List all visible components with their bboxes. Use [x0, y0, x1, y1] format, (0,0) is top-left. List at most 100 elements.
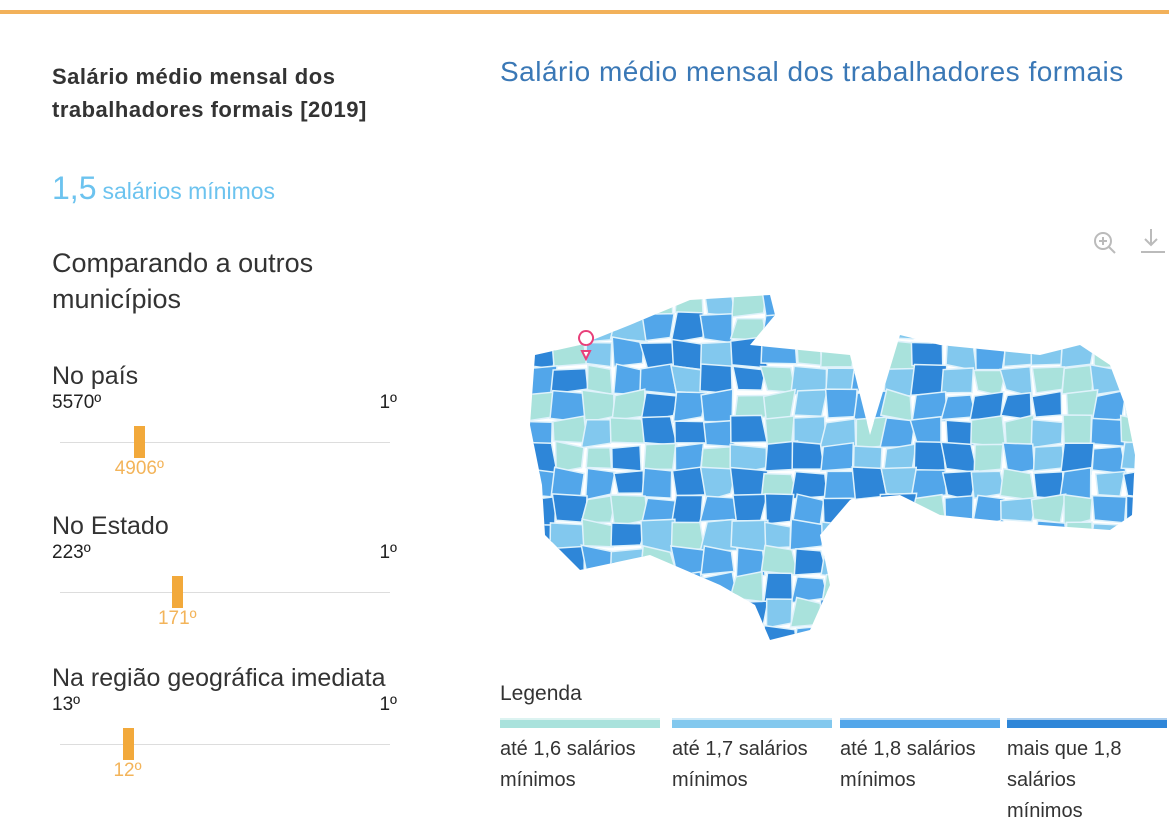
municipality[interactable] — [1031, 285, 1066, 317]
municipality[interactable] — [765, 598, 793, 629]
municipality[interactable] — [553, 653, 587, 655]
municipality[interactable] — [945, 419, 976, 448]
municipality[interactable] — [911, 315, 948, 340]
municipality[interactable] — [1120, 440, 1150, 471]
municipality[interactable] — [881, 313, 914, 340]
municipality[interactable] — [1059, 628, 1097, 655]
download-icon[interactable] — [1141, 229, 1165, 253]
municipality[interactable] — [641, 312, 675, 342]
municipality[interactable] — [1091, 494, 1128, 524]
municipality[interactable] — [1062, 574, 1099, 601]
municipality[interactable] — [879, 417, 916, 449]
municipality[interactable] — [760, 544, 799, 577]
municipality[interactable] — [524, 310, 557, 344]
municipality[interactable] — [1059, 337, 1097, 369]
municipality[interactable] — [1089, 312, 1125, 346]
municipality[interactable] — [581, 518, 617, 548]
municipality[interactable] — [940, 518, 978, 554]
municipality[interactable] — [796, 336, 823, 367]
municipality[interactable] — [643, 442, 677, 471]
municipality[interactable] — [1061, 364, 1096, 395]
municipality[interactable] — [1120, 572, 1150, 603]
municipality[interactable] — [854, 311, 884, 346]
municipality[interactable] — [699, 570, 739, 604]
municipality[interactable] — [1119, 414, 1150, 447]
municipality[interactable] — [940, 286, 978, 313]
municipality[interactable] — [943, 626, 977, 653]
municipality[interactable] — [1125, 495, 1150, 527]
municipality[interactable] — [850, 364, 888, 393]
municipality[interactable] — [520, 653, 556, 655]
municipality[interactable] — [670, 494, 704, 526]
municipality[interactable] — [639, 623, 675, 654]
municipality[interactable] — [945, 336, 978, 372]
municipality[interactable] — [944, 653, 976, 655]
municipality[interactable] — [673, 571, 707, 606]
municipality[interactable] — [640, 415, 678, 447]
municipality[interactable] — [791, 440, 825, 470]
municipality[interactable] — [613, 469, 645, 494]
municipality[interactable] — [643, 574, 675, 604]
municipality[interactable] — [583, 649, 615, 655]
municipality[interactable] — [672, 391, 708, 423]
municipality[interactable] — [1089, 548, 1127, 575]
municipality[interactable] — [913, 289, 942, 315]
municipality[interactable] — [1031, 390, 1063, 418]
municipality[interactable] — [584, 467, 616, 501]
municipality[interactable] — [882, 651, 914, 655]
municipality[interactable] — [613, 601, 647, 626]
municipality[interactable] — [819, 337, 856, 368]
zoom-icon[interactable] — [1094, 232, 1116, 254]
municipality[interactable] — [610, 288, 646, 316]
municipality[interactable] — [1059, 598, 1096, 628]
municipality[interactable] — [735, 651, 768, 655]
municipality[interactable] — [584, 599, 617, 632]
municipality[interactable] — [793, 388, 829, 417]
municipality[interactable] — [1030, 596, 1068, 632]
municipality[interactable] — [1122, 651, 1150, 655]
municipality[interactable] — [1090, 417, 1126, 448]
municipality[interactable] — [879, 292, 913, 313]
municipality[interactable] — [1092, 571, 1128, 604]
municipality[interactable] — [880, 597, 916, 626]
municipality[interactable] — [999, 391, 1033, 421]
municipality[interactable] — [793, 625, 828, 652]
municipality[interactable] — [824, 388, 858, 419]
municipality[interactable] — [730, 624, 768, 653]
municipality[interactable] — [1120, 311, 1150, 341]
municipality[interactable] — [524, 340, 559, 370]
municipality[interactable] — [819, 598, 858, 629]
municipality[interactable] — [581, 389, 615, 424]
municipality[interactable] — [729, 600, 769, 628]
municipality[interactable] — [1003, 524, 1039, 553]
municipality[interactable] — [732, 493, 769, 522]
municipality[interactable] — [999, 288, 1033, 319]
municipality[interactable] — [885, 520, 913, 551]
municipality[interactable] — [940, 367, 975, 394]
municipality[interactable] — [821, 573, 856, 602]
municipality[interactable] — [1032, 445, 1065, 473]
municipality[interactable] — [701, 625, 735, 655]
municipality[interactable] — [549, 545, 586, 580]
municipality[interactable] — [850, 575, 885, 603]
municipality[interactable] — [1060, 547, 1094, 577]
municipality[interactable] — [699, 363, 733, 395]
municipality[interactable] — [554, 440, 585, 474]
municipality[interactable] — [1091, 445, 1128, 475]
municipality[interactable] — [674, 597, 708, 627]
municipality[interactable] — [1004, 311, 1038, 345]
municipality[interactable] — [1121, 549, 1150, 577]
municipality[interactable] — [1000, 496, 1038, 523]
municipality[interactable] — [674, 622, 704, 654]
municipality[interactable] — [791, 650, 821, 655]
municipality[interactable] — [855, 598, 889, 632]
municipality[interactable] — [1060, 289, 1099, 320]
municipality[interactable] — [1034, 575, 1065, 602]
municipality[interactable] — [610, 522, 649, 548]
municipality[interactable] — [699, 495, 738, 523]
municipality[interactable] — [763, 624, 798, 655]
municipality[interactable] — [823, 623, 857, 655]
municipality[interactable] — [521, 287, 555, 319]
municipality[interactable] — [883, 623, 918, 654]
municipality[interactable] — [971, 650, 1007, 655]
